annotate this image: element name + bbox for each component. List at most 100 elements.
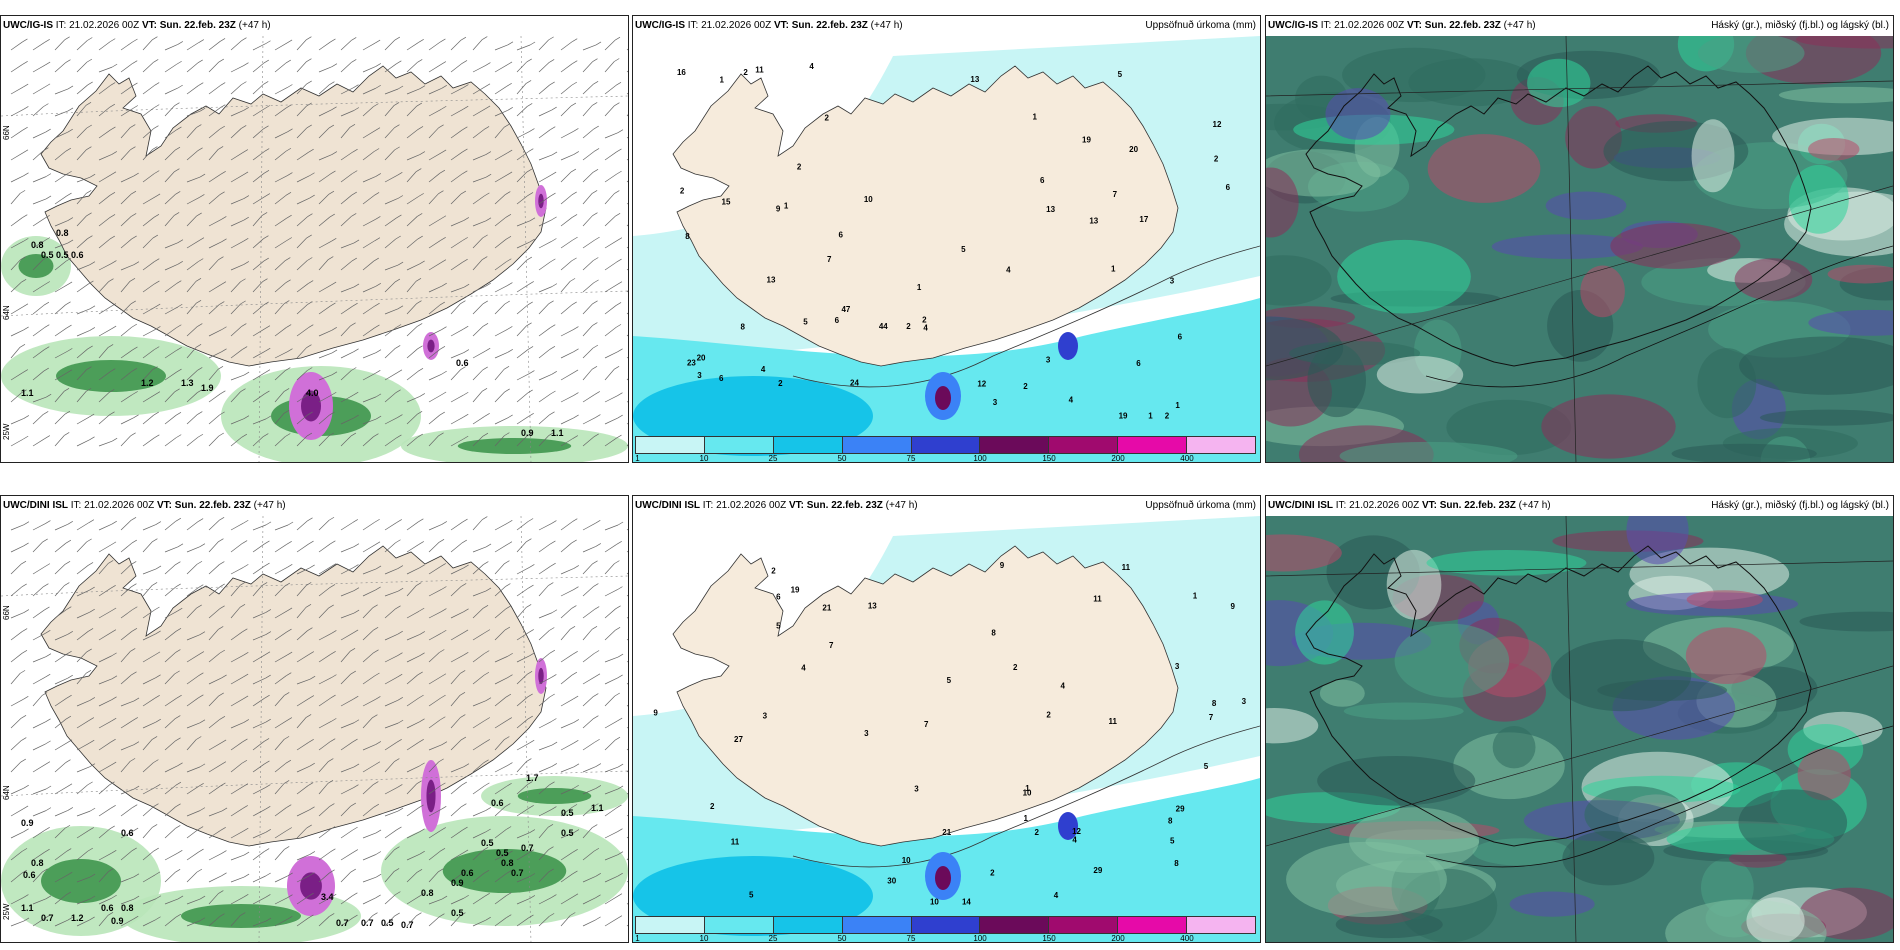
colorbar-tick-label: 400 — [1180, 934, 1194, 943]
precip-amount-label: 6 — [1226, 183, 1231, 192]
precip-amount-label: 15 — [722, 197, 731, 206]
amount-label: 0.5 — [561, 808, 574, 818]
colorbar-cell — [842, 437, 912, 453]
wind-map: 66N 64N 25W 0.9 0.6 0.8 0.6 1.1 0.7 1.2 0.9 0.8 0.6 0… — [1, 516, 628, 942]
lead-time: (+47 h) — [253, 500, 286, 511]
precip-amount-label: 3 — [1170, 276, 1175, 285]
colorbar-tick-label: 150 — [1042, 454, 1056, 463]
precip-amount-label: 2 — [1165, 411, 1170, 420]
amount-label: 0.7 — [511, 868, 524, 878]
precip-amount-label: 2 — [771, 566, 776, 575]
amount-label: 0.7 — [41, 913, 54, 923]
precip-amount-label: 4 — [801, 664, 806, 673]
amount-label: 0.6 — [121, 828, 134, 838]
panel-header: UWC/IG-IS IT: 21.02.2026 00Z VT: Sun. 22… — [635, 18, 1258, 34]
amount-label: 0.6 — [23, 870, 36, 880]
panel-wind-ig-is: UWC/IG-IS IT: 21.02.2026 00Z VT: Sun. 22… — [0, 15, 629, 463]
precip-amount-label: 11 — [731, 837, 740, 846]
precip-amount-label: 7 — [1113, 190, 1118, 199]
colorbar-cell — [980, 437, 1050, 453]
precip-amount-label: 1 — [1175, 401, 1180, 410]
precip-amount-label: 2 — [990, 868, 995, 877]
precip-amount-label: 4 — [1069, 396, 1074, 405]
panel-header: UWC/IG-IS IT: 21.02.2026 00Z VT: Sun. 22… — [1268, 18, 1891, 34]
amount-label: 0.6 — [101, 903, 114, 913]
precip-amount-label: 1 — [1111, 264, 1116, 273]
precip-amount-label: 3 — [1175, 662, 1180, 671]
amount-label: 0.8 — [31, 858, 44, 868]
precip-colorbar: 1 10 25 50 75 100 150 200 400 — [635, 916, 1256, 943]
precip-amount-label: 21 — [822, 603, 831, 612]
colorbar-tick-label: 75 — [906, 454, 916, 463]
panel-title: Háský (gr.), miðský (fj.bl.) og lágský (… — [1711, 20, 1889, 31]
precip-amount-label: 24 — [850, 378, 859, 387]
precip-amount-label: 7 — [1209, 713, 1214, 722]
precip-amount-label: 8 — [1212, 699, 1217, 708]
wind-map: 66N 64N 25W 0.8 0.8 0.5 0.5 0.6 0.6 1.2 1.3 1.1 1.9 0… — [1, 36, 628, 462]
amount-label: 0.9 — [521, 428, 534, 438]
panel-cloud-ig-is: UWC/IG-IS IT: 21.02.2026 00Z VT: Sun. 22… — [1265, 15, 1894, 463]
precip-amount-label: 7 — [827, 255, 832, 264]
colorbar-tick-label: 50 — [837, 454, 847, 463]
precip-amount-label: 1 — [720, 75, 725, 84]
vt-label: VT: — [156, 500, 172, 511]
precip-amount-label: 4 — [1006, 266, 1011, 275]
it-value: 21.02.2026 00Z — [69, 20, 140, 31]
cloud-map — [1266, 36, 1893, 462]
precip-amount-label: 3 — [864, 729, 869, 738]
precip-amount-label: 16 — [677, 68, 686, 77]
grid-label: 25W — [2, 903, 11, 920]
colorbar-cell — [704, 437, 774, 453]
precip-amount-label: 8 — [1168, 816, 1173, 825]
precip-amount-label: 2 — [1013, 663, 1018, 672]
colorbar-cell — [1187, 437, 1256, 453]
precip-amount-label: 3 — [697, 371, 702, 380]
precip-amount-label: 19 — [1119, 412, 1128, 421]
amount-label: 0.7 — [336, 918, 349, 928]
precip-amount-label: 11 — [1093, 595, 1102, 604]
colorbar-tick-label: 25 — [768, 934, 778, 943]
precip-amount-label: 10 — [864, 195, 873, 204]
colorbar-tick-label: 50 — [837, 934, 847, 943]
precip-amount-label: 44 — [879, 322, 888, 331]
amount-label: 0.8 — [56, 228, 69, 238]
amount-label: 0.5 — [496, 848, 509, 858]
amount-label: 0.6 — [71, 250, 84, 260]
vt-label: VT: — [1421, 500, 1437, 511]
colorbar-cell — [636, 917, 705, 933]
colorbar-cell — [1118, 917, 1188, 933]
amount-label: 0.8 — [501, 858, 514, 868]
precip-amount-label: 12 — [1213, 120, 1222, 129]
amount-label: 0.9 — [111, 916, 124, 926]
it-value: 21.02.2026 00Z — [1349, 500, 1420, 511]
precip-amount-label: 1 — [1148, 412, 1153, 421]
precip-amount-label: 11 — [1122, 563, 1131, 572]
amount-label: 1.1 — [551, 428, 564, 438]
grid-label: 66N — [2, 605, 11, 620]
vt-value: Sun. 22.feb. 23Z — [1424, 20, 1501, 31]
colorbar-cell — [1187, 917, 1256, 933]
amount-label: 1.1 — [21, 388, 34, 398]
colorbar-cell — [1049, 437, 1119, 453]
colorbar-tick-label: 1 — [635, 934, 640, 943]
it-label: IT: — [1320, 20, 1332, 31]
vt-value: Sun. 22.feb. 23Z — [791, 20, 868, 31]
vt-value: Sun. 22.feb. 23Z — [1439, 500, 1516, 511]
colorbar-cell — [1049, 917, 1119, 933]
cloud-map — [1266, 516, 1893, 942]
precip-amount-label: 1 — [1025, 784, 1030, 793]
precip-amount-label: 2 — [1046, 710, 1051, 719]
precip-amount-label: 13 — [868, 602, 877, 611]
panel-title: Uppsöfnuð úrkoma (mm) — [1145, 20, 1256, 31]
precip-amount-label: 1 — [784, 201, 789, 210]
colorbar-tick-label: 1 — [635, 454, 640, 463]
precip-amount-label: 10 — [902, 856, 911, 865]
precip-amount-label: 2 — [797, 162, 802, 171]
colorbar-tick-label: 100 — [973, 934, 987, 943]
precip-amount-label: 4 — [809, 62, 814, 71]
model-label: UWC/IG-IS — [635, 20, 685, 31]
colorbar-ticks: 1 10 25 50 75 100 150 200 400 — [635, 934, 1256, 943]
amount-label: 3.4 — [321, 892, 334, 902]
it-label: IT: — [70, 500, 82, 511]
panel-title: Háský (gr.), miðský (fj.bl.) og lágský (… — [1711, 500, 1889, 511]
